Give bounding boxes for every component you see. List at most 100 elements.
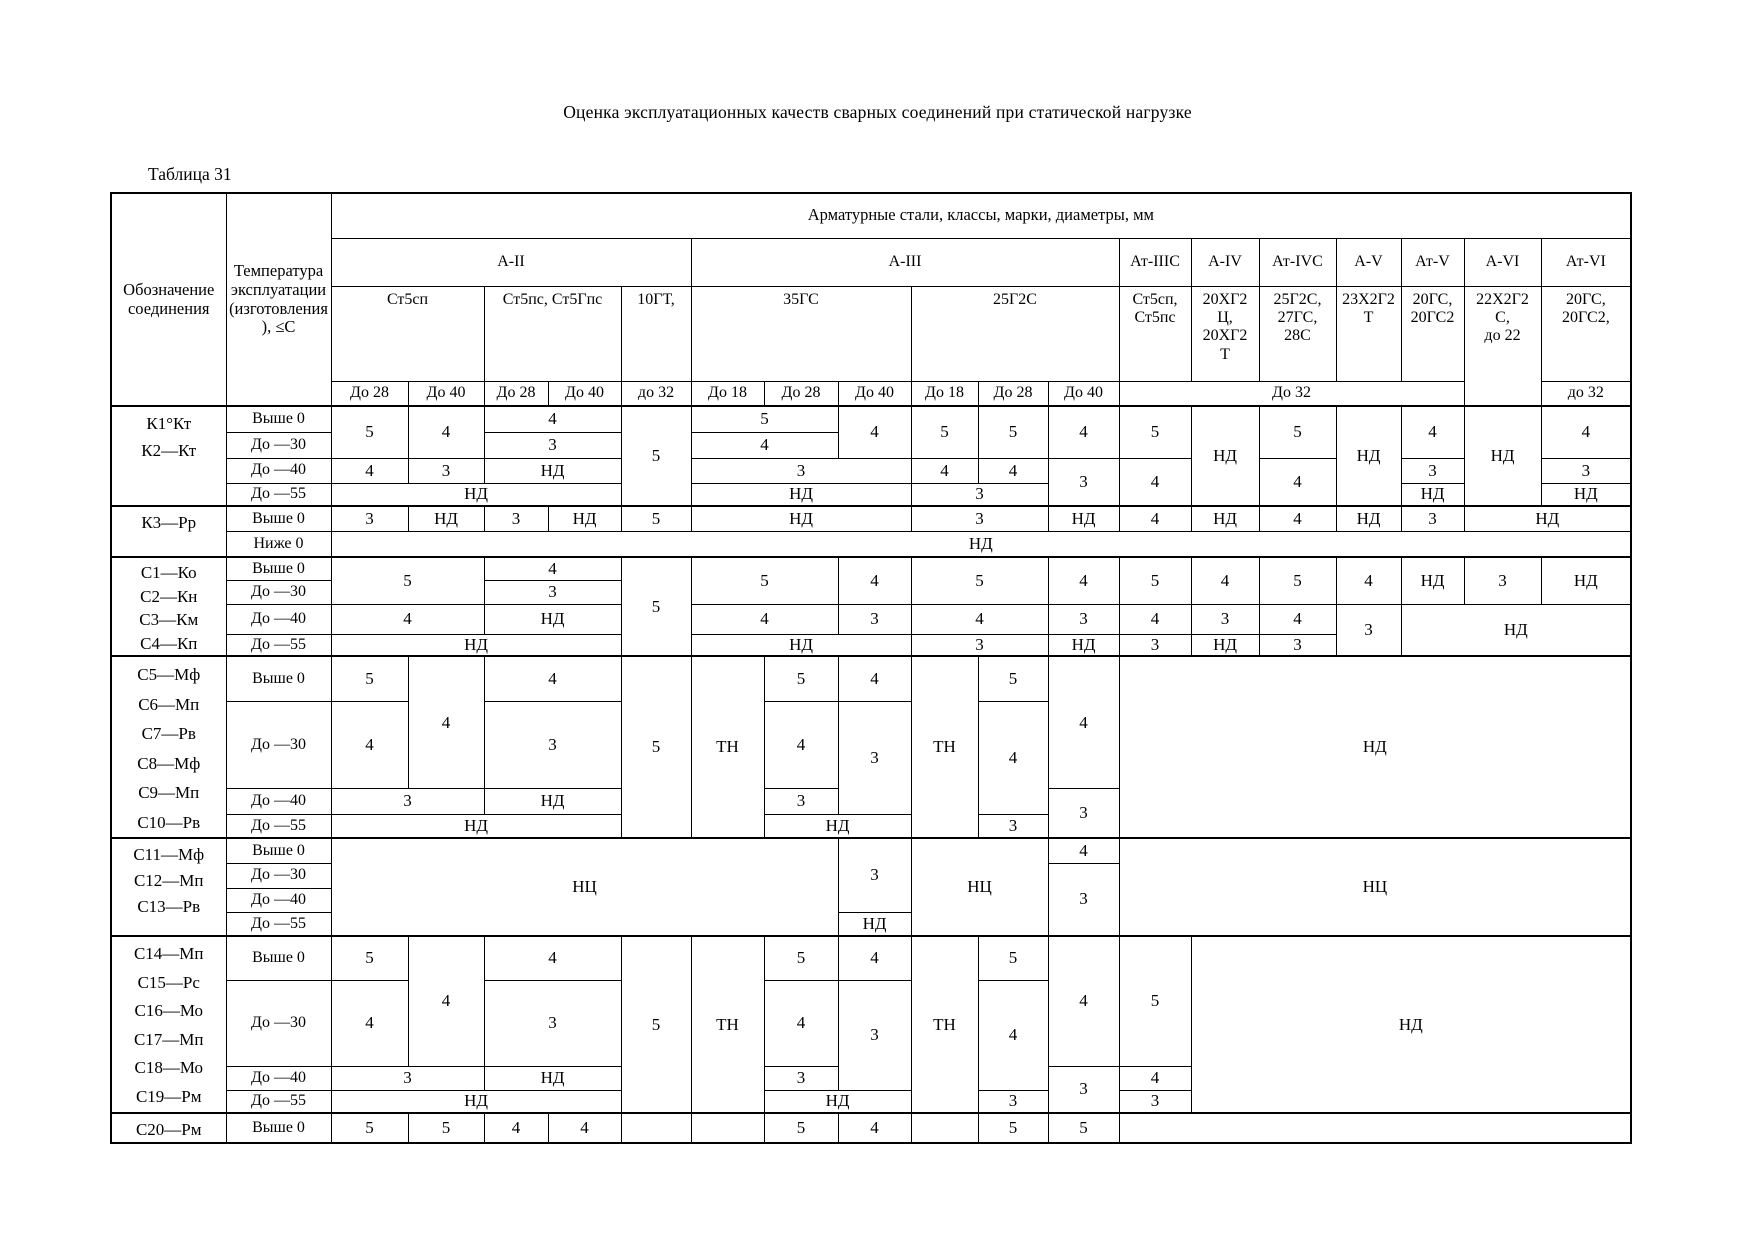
header-cell: Арматурные стали, классы, марки, диаметр… xyxy=(330,192,1632,239)
rating-cell: 4 xyxy=(1047,556,1120,605)
rating-cell xyxy=(1118,1112,1632,1144)
rating-cell: 5 xyxy=(330,405,409,459)
rating-cell: НД xyxy=(690,505,912,532)
header-cell: До 40 xyxy=(407,380,485,407)
rating-cell: 5 xyxy=(1118,556,1192,605)
temp-cell: До —55 xyxy=(225,482,332,507)
rating-cell: ТН xyxy=(690,935,765,1114)
header-row: До 28 До 40 До 28 До 40 до 32 До 18 До 28 До 40… xyxy=(111,380,1632,407)
rating-cell: 3 xyxy=(763,1065,839,1091)
rating-cell: НД xyxy=(1118,655,1632,839)
rating-cell: 5 xyxy=(620,655,692,839)
rating-cell: 3 xyxy=(330,788,485,815)
rating-cell: НД xyxy=(1190,633,1260,657)
rating-cell: 5 xyxy=(690,405,839,433)
temp-cell: Выше 0 xyxy=(225,1112,332,1144)
rating-cell: 3 xyxy=(977,1089,1049,1114)
temp-cell: До —30 xyxy=(225,700,332,789)
rating-cell xyxy=(620,1112,692,1144)
rating-cell: 5 xyxy=(1118,405,1192,459)
rating-cell: 5 xyxy=(910,405,979,459)
rating-cell: 4 xyxy=(763,979,839,1067)
table-row: До —30 3 4 xyxy=(111,431,1631,459)
rating-cell: 3 xyxy=(330,505,409,532)
rating-cell: 3 xyxy=(1400,457,1465,484)
temp-cell: Выше 0 xyxy=(225,405,332,433)
header-cell: До 18 xyxy=(910,380,979,407)
rating-cell: 4 xyxy=(690,431,839,459)
rating-cell: НД xyxy=(1047,633,1120,657)
rating-cell: 4 xyxy=(837,935,912,981)
table-row: До —30 3 xyxy=(111,579,1631,605)
header-cell: До 40 xyxy=(1047,380,1120,407)
temp-cell: Выше 0 xyxy=(225,935,332,981)
rating-cell: 3 xyxy=(483,579,622,605)
rating-cell: 5 xyxy=(763,655,839,702)
rating-cell: 4 xyxy=(1047,837,1120,864)
rating-cell: 3 xyxy=(910,482,1049,507)
rating-cell: 5 xyxy=(977,1112,1049,1144)
rating-cell xyxy=(690,1112,765,1144)
header-row: А-II А-III Ат-IIIС А-IV Ат-IVC А-V Ат-V А-VI Ат-… xyxy=(111,237,1632,287)
temp-cell: Выше 0 xyxy=(225,655,332,702)
table-row: До —55 НД НД 3 xyxy=(111,813,1631,839)
header-cell: До 40 xyxy=(547,380,622,407)
rating-cell: 5 xyxy=(977,935,1049,981)
rating-cell: НД xyxy=(483,603,622,635)
header-cell: А-V xyxy=(1335,237,1402,287)
header-cell: 10ГТ, xyxy=(620,285,692,382)
rating-cell: 4 xyxy=(977,457,1049,484)
rating-cell: 4 xyxy=(330,457,409,484)
header-cell: Ст5сп, Ст5пс xyxy=(1118,285,1192,382)
rating-cell: 4 xyxy=(977,700,1049,815)
rating-cell: НД xyxy=(330,1089,622,1114)
rating-cell: 4 xyxy=(977,979,1049,1091)
header-cell: До 40 xyxy=(837,380,912,407)
temp-cell: До —40 xyxy=(225,887,332,913)
rating-cell: 3 xyxy=(977,813,1049,839)
header-cell: Ат-IIIС xyxy=(1118,237,1192,287)
rating-cell: 3 xyxy=(1400,505,1465,532)
rating-cell: 5 xyxy=(407,1112,485,1144)
rating-cell: 4 xyxy=(330,979,409,1067)
temp-cell: До —55 xyxy=(225,911,332,937)
rating-cell: 4 xyxy=(407,405,485,459)
header-cell: А-IV xyxy=(1190,237,1260,287)
rating-cell: 4 xyxy=(1047,655,1120,789)
rating-cell: НД xyxy=(690,633,912,657)
rating-cell: 5 xyxy=(620,556,692,657)
rating-cell: 4 xyxy=(1258,603,1337,635)
rating-cell: 4 xyxy=(910,457,979,484)
rating-cell: НД xyxy=(330,482,622,507)
table-row: С5—Мф С6—Мп С7—Рв С8—Мф С9—Мп С10—Рв Выше… xyxy=(110,655,1632,839)
table-row: До —55 НД НД 3 НД НД xyxy=(111,482,1632,507)
rating-cell: 5 xyxy=(977,405,1049,459)
header-cell: До 28 xyxy=(330,380,409,407)
rating-cell: 4 xyxy=(1118,457,1192,507)
header-row: Обозначение соединения Температура эксплу… xyxy=(110,192,1632,407)
rating-cell: 4 xyxy=(1258,457,1337,507)
rating-cell: НД xyxy=(483,457,622,484)
table-body: К1°Кт К2—Кт Выше 0 5 4 4 5 5 4 5 5 4 5 НД 5 НД 4 НД 4 До —… xyxy=(110,405,1632,1144)
rating-cell: 3 xyxy=(837,700,912,815)
rating-cell: 4 xyxy=(330,603,485,635)
temp-column-header: Температура эксплуатации (изготовления),… xyxy=(225,192,332,407)
rating-cell: ТН xyxy=(690,655,765,839)
rating-cell: 4 xyxy=(1118,1065,1192,1091)
temp-cell: До —40 xyxy=(225,603,332,635)
rating-cell: НД xyxy=(330,633,622,657)
rating-cell: ТН xyxy=(910,935,979,1114)
rating-cell: 3 xyxy=(407,457,485,484)
rating-cell: НД xyxy=(763,1089,912,1114)
table-caption: Таблица 31 xyxy=(148,164,232,184)
rating-cell: 5 xyxy=(330,655,409,702)
rating-cell: 4 xyxy=(837,556,912,605)
welded-joints-table: Обозначение соединения Температура эксплу… xyxy=(110,192,1633,1144)
header-cell: 20ХГ2 Ц, 20ХГ2 Т xyxy=(1190,285,1260,382)
joint-column-header: Обозначение соединения xyxy=(110,192,227,407)
temp-cell: До —30 xyxy=(225,979,332,1067)
temp-cell: До —55 xyxy=(225,633,332,657)
header-cell: Ст5сп xyxy=(330,285,485,382)
header-cell: 35ГС xyxy=(690,285,912,382)
rating-cell: 4 xyxy=(837,405,912,459)
